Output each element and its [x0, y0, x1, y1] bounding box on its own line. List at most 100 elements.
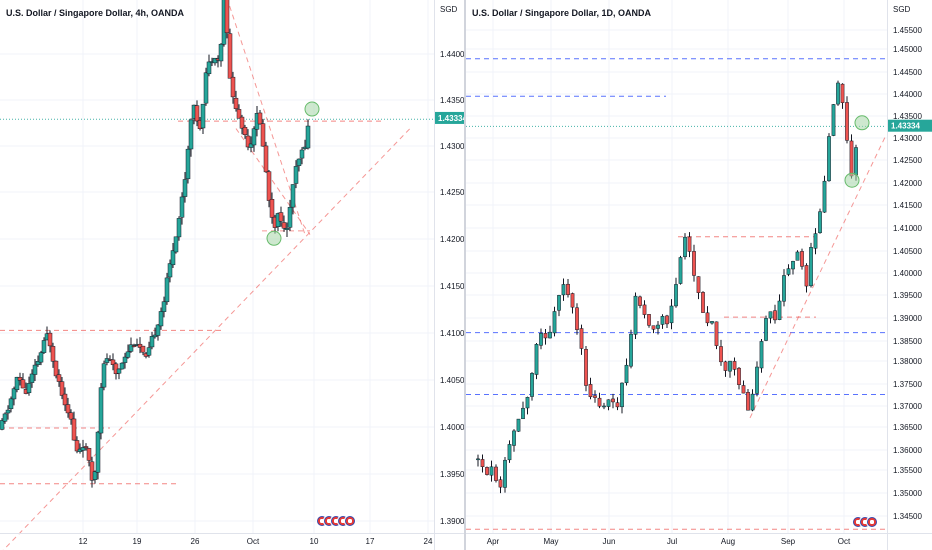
pane-divider[interactable]	[464, 0, 466, 550]
candle-body	[629, 333, 633, 367]
candle-body	[746, 392, 750, 411]
price-tick-label: 1.40500	[440, 376, 464, 385]
candle-body	[723, 361, 728, 371]
candle-body	[260, 123, 266, 147]
highlight-marker	[304, 101, 320, 117]
candle-body	[512, 430, 516, 446]
candle-body	[2, 413, 8, 422]
candle-body	[854, 147, 858, 176]
chart-pane-left[interactable]: U.S. Dollar / Singapore Dollar, 4h, OAND…	[0, 0, 464, 550]
candle-body	[149, 336, 155, 348]
candle-body	[818, 211, 822, 234]
candle-body	[822, 180, 827, 213]
price-axis-currency: SGD	[893, 5, 911, 14]
candle-body	[575, 307, 579, 330]
price-tick-label: 1.40000	[440, 423, 464, 432]
candle-body	[507, 444, 512, 461]
candle-body	[782, 275, 786, 302]
candle-body	[170, 250, 176, 266]
candle-body	[212, 57, 218, 64]
candle-body	[80, 447, 86, 451]
price-tick-label: 1.38000	[893, 357, 922, 366]
candle-body	[791, 260, 795, 270]
candle-body	[503, 459, 507, 488]
candle-body	[92, 471, 98, 480]
price-tick-label: 1.41500	[893, 201, 922, 210]
chart-title: U.S. Dollar / Singapore Dollar, 1D, OAND…	[472, 8, 652, 18]
candle-body	[266, 171, 272, 201]
candle-body	[809, 247, 813, 287]
candle-body	[158, 311, 164, 327]
time-tick-label: Aug	[721, 537, 735, 546]
price-tick-label: 1.39500	[893, 291, 922, 300]
candle-body	[674, 284, 678, 307]
candle-body	[696, 276, 701, 293]
candle-body	[50, 346, 56, 362]
candlestick-chart-4h[interactable]: SGD 1.39000 1.39500 1.40000 1.40500 1.41000 1.…	[0, 0, 464, 550]
candle-body	[705, 312, 710, 324]
candle-body	[773, 310, 777, 321]
candle-body	[566, 283, 570, 295]
time-tick-label: 12	[79, 537, 88, 546]
price-tick-label: 1.43500	[440, 96, 464, 105]
price-tick-label: 1.39000	[440, 517, 464, 526]
candle-body	[683, 236, 687, 258]
candle-body	[242, 127, 248, 136]
candle-body	[167, 263, 173, 278]
price-tick-label: 1.45000	[893, 45, 922, 54]
candle-body	[62, 393, 68, 406]
candle-body	[615, 402, 620, 408]
candle-body	[813, 233, 818, 249]
candle-body	[710, 321, 714, 324]
candle-body	[47, 332, 53, 347]
candle-body	[164, 277, 170, 303]
economic-events-icon[interactable]	[852, 516, 878, 528]
candle-body	[692, 251, 696, 276]
candle-body	[128, 344, 134, 352]
candle-body	[552, 311, 557, 334]
time-tick-label: 19	[133, 537, 142, 546]
us-flag-icon[interactable]	[344, 515, 356, 527]
candle-body	[795, 251, 800, 261]
economic-events-icon[interactable]	[316, 515, 356, 527]
candle-body	[29, 373, 35, 383]
candle-body	[89, 461, 95, 481]
price-tick-label: 1.38500	[893, 337, 922, 346]
candle-body	[8, 398, 14, 410]
candle-body	[764, 318, 768, 341]
candle-body	[83, 446, 89, 449]
candle-body	[786, 268, 791, 275]
candle-body	[122, 356, 128, 363]
price-tick-label: 1.36000	[893, 446, 922, 455]
highlight-marker	[266, 230, 282, 246]
candle-body	[110, 359, 116, 365]
candle-body	[800, 251, 804, 267]
chart-title: U.S. Dollar / Singapore Dollar, 4h, OAND…	[6, 8, 185, 18]
time-tick-label: May	[543, 537, 558, 546]
candle-body	[11, 388, 17, 400]
price-tick-label: 1.43000	[440, 142, 464, 151]
us-flag-icon[interactable]	[866, 516, 878, 528]
price-tick-label: 1.41000	[893, 224, 922, 233]
time-tick-label: 24	[424, 537, 433, 546]
candle-body	[539, 332, 543, 346]
price-tick-label: 1.37000	[893, 402, 922, 411]
price-tick-label: 1.44000	[893, 90, 922, 99]
candle-body	[59, 381, 65, 396]
candlestick-chart-1d[interactable]: SGD 1.34500 1.35000 1.35500 1.36000 1.36500 1.…	[466, 0, 932, 550]
candle-body	[561, 284, 566, 296]
candle-body	[71, 418, 77, 441]
price-tick-label: 1.43500	[893, 112, 922, 121]
candle-body	[534, 344, 539, 375]
candle-body	[570, 293, 575, 308]
price-tick-label: 1.39500	[440, 470, 464, 479]
candle-body	[251, 128, 257, 146]
candle-body	[239, 116, 245, 129]
candle-body	[525, 397, 530, 409]
candle-body	[728, 360, 732, 372]
chart-pane-right[interactable]: U.S. Dollar / Singapore Dollar, 1D, OAND…	[466, 0, 932, 550]
candle-body	[611, 398, 615, 403]
candle-body	[647, 314, 651, 326]
price-tick-label: 1.34500	[893, 512, 922, 521]
candle-body	[633, 295, 638, 335]
